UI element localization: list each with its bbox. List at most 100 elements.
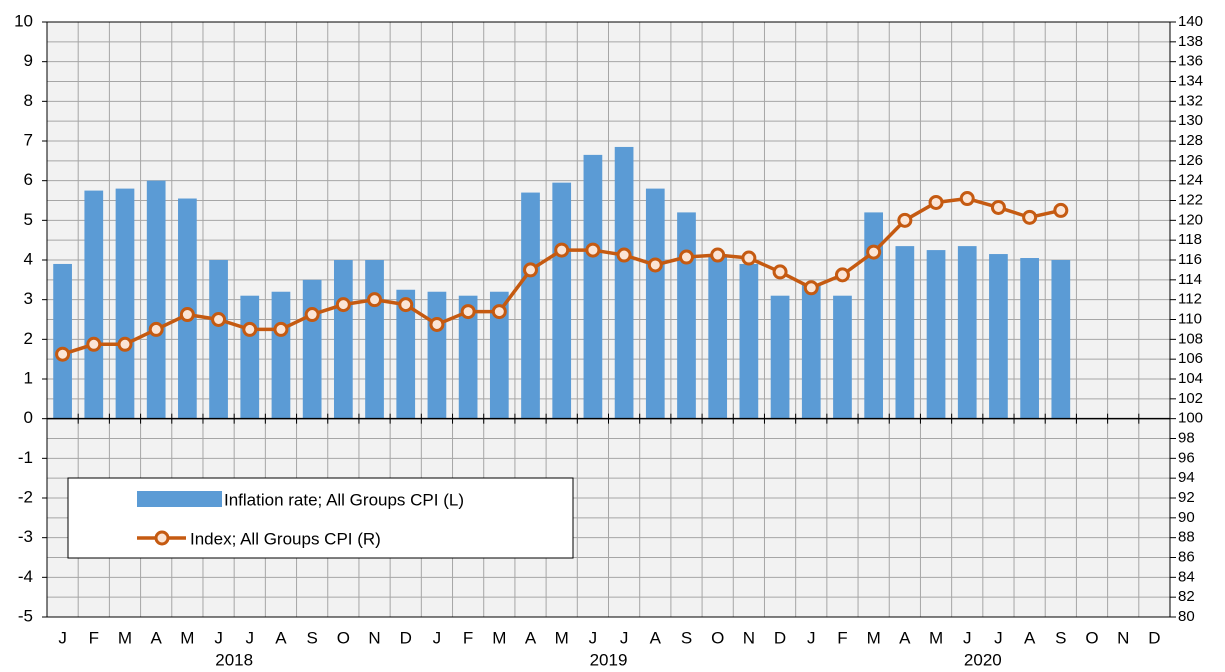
y-tick-label: 10 [14, 11, 33, 30]
line-marker [990, 199, 1006, 215]
bar [677, 212, 696, 419]
x-tick-label: J [994, 628, 1003, 647]
line-marker [647, 257, 663, 273]
line-marker [429, 316, 445, 332]
line-marker [554, 242, 570, 258]
line-marker [148, 321, 164, 337]
bar [115, 188, 135, 419]
y2-tick-label: 94 [1178, 469, 1195, 486]
x-tick-label: S [306, 628, 317, 647]
y2-tick-label: 114 [1178, 271, 1202, 288]
y2-tick-label: 102 [1178, 390, 1203, 407]
bar [240, 295, 260, 419]
y2-tick-label: 138 [1178, 33, 1203, 50]
y2-tick-label: 80 [1178, 608, 1195, 625]
bar [552, 182, 572, 419]
bar [302, 279, 322, 419]
y2-tick-label: 124 [1178, 172, 1203, 189]
x-tick-label: N [368, 628, 380, 647]
line-marker [523, 262, 539, 278]
line-marker [803, 280, 819, 296]
x-tick-label: A [650, 628, 662, 647]
bar [396, 289, 416, 419]
bar [1020, 258, 1039, 419]
x-tick-label: O [711, 628, 724, 647]
y-tick-label: 0 [24, 408, 33, 427]
line-marker [179, 307, 195, 323]
y2-tick-label: 128 [1178, 132, 1203, 149]
y2-tick-label: 112 [1178, 291, 1202, 308]
bar [365, 260, 384, 419]
line-marker [86, 336, 102, 352]
y-tick-label: -5 [18, 606, 33, 625]
y2-tick-label: 86 [1178, 548, 1195, 565]
bar [645, 188, 665, 419]
line-marker [242, 321, 258, 337]
line-marker [55, 346, 71, 362]
y2-tick-label: 140 [1178, 13, 1203, 30]
bar [739, 263, 759, 419]
legend-marker [154, 530, 170, 546]
line-marker [616, 247, 632, 263]
bar [521, 192, 540, 419]
bar [583, 154, 603, 419]
y2-tick-label: 130 [1178, 112, 1203, 129]
line-marker [1022, 209, 1038, 225]
y2-tick-label: 82 [1178, 588, 1195, 605]
y-tick-label: 6 [24, 170, 33, 189]
x-tick-label: J [807, 628, 816, 647]
line-marker [460, 304, 476, 320]
y2-tick-label: 132 [1178, 92, 1203, 109]
bar [427, 291, 447, 419]
y-tick-label: 9 [24, 51, 33, 70]
y2-tick-label: 88 [1178, 529, 1195, 546]
y2-tick-label: 96 [1178, 449, 1195, 466]
bar [833, 295, 852, 419]
y2-tick-label: 116 [1178, 251, 1202, 268]
bar [53, 263, 72, 419]
line-marker [398, 297, 414, 313]
line-marker [678, 249, 694, 265]
bar [489, 291, 509, 419]
y2-tick-label: 84 [1178, 568, 1195, 585]
y-tick-label: 3 [24, 289, 33, 308]
y2-tick-label: 120 [1178, 211, 1203, 228]
x-tick-label: O [1085, 628, 1098, 647]
legend-label: Inflation rate; All Groups CPI (L) [224, 490, 464, 509]
bar [989, 254, 1008, 419]
x-tick-label: M [180, 628, 194, 647]
x-tick-label: F [89, 628, 99, 647]
y2-tick-label: 122 [1178, 191, 1203, 208]
bar [84, 190, 104, 419]
y-tick-label: -2 [18, 487, 33, 506]
x-tick-label: J [589, 628, 598, 647]
x-tick-label: A [275, 628, 287, 647]
y-tick-label: -3 [18, 527, 33, 546]
x-tick-label: D [400, 628, 412, 647]
x-tick-label: F [837, 628, 847, 647]
x-tick-label: D [1148, 628, 1160, 647]
line-marker [897, 212, 913, 228]
bar [614, 146, 634, 419]
x-group-label: 2018 [215, 650, 253, 669]
y-tick-label: 5 [24, 210, 33, 229]
bar [209, 260, 228, 419]
bar [895, 246, 915, 419]
line-marker [834, 267, 850, 283]
x-tick-label: F [463, 628, 473, 647]
line-marker [335, 297, 351, 313]
bar [333, 260, 353, 419]
x-tick-label: J [246, 628, 255, 647]
x-tick-label: J [620, 628, 629, 647]
x-tick-label: M [867, 628, 881, 647]
x-tick-label: M [492, 628, 506, 647]
bar [271, 291, 291, 419]
line-marker [211, 312, 227, 327]
x-tick-label: A [899, 628, 911, 647]
bar [458, 295, 478, 419]
line-marker [304, 307, 320, 323]
line-marker [491, 304, 507, 320]
bar [708, 256, 728, 419]
y2-tick-label: 106 [1178, 350, 1203, 367]
